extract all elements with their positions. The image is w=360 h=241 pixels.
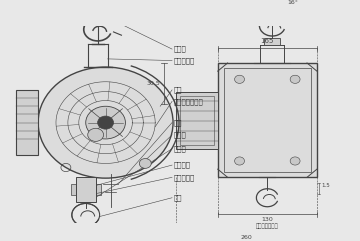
Text: 吊鉤: 吊鉤	[174, 194, 183, 201]
Circle shape	[86, 106, 125, 139]
Circle shape	[290, 75, 300, 83]
Circle shape	[38, 67, 173, 178]
Text: 拉杆止動鎖: 拉杆止動鎖	[174, 57, 195, 64]
Circle shape	[88, 128, 104, 141]
Text: 鋼絲繩: 鋼絲繩	[174, 145, 187, 152]
Text: 165: 165	[261, 38, 274, 44]
Text: 1.5: 1.5	[321, 183, 330, 188]
Bar	[71, 184, 76, 195]
Bar	[180, 96, 214, 145]
Text: 16°: 16°	[287, 0, 298, 5]
Text: 調投孔: 調投孔	[174, 132, 187, 138]
Bar	[16, 90, 38, 155]
Circle shape	[235, 75, 244, 83]
Circle shape	[98, 116, 113, 129]
Text: 調杆: 調杆	[174, 119, 183, 126]
Bar	[76, 177, 96, 202]
Text: 安全孔: 安全孔	[174, 46, 187, 52]
Text: 緩沖橡膠: 緩沖橡膠	[174, 162, 191, 168]
Text: 260: 260	[240, 235, 252, 240]
Text: 30.5: 30.5	[147, 81, 160, 86]
Bar	[176, 92, 218, 149]
Text: 潤油潤層彈簧組: 潤油潤層彈簧組	[174, 98, 204, 105]
Circle shape	[235, 157, 244, 165]
Bar	[96, 184, 100, 195]
Circle shape	[290, 157, 300, 165]
Bar	[218, 63, 317, 177]
Bar	[224, 68, 311, 172]
Text: 絕緣式結構: 絕緣式結構	[174, 174, 195, 181]
Bar	[264, 39, 280, 45]
Text: 彈簧: 彈簧	[174, 87, 183, 93]
Circle shape	[139, 159, 151, 168]
Text: 130: 130	[261, 217, 273, 222]
Text: 随意ストローク: 随意ストローク	[256, 224, 279, 229]
